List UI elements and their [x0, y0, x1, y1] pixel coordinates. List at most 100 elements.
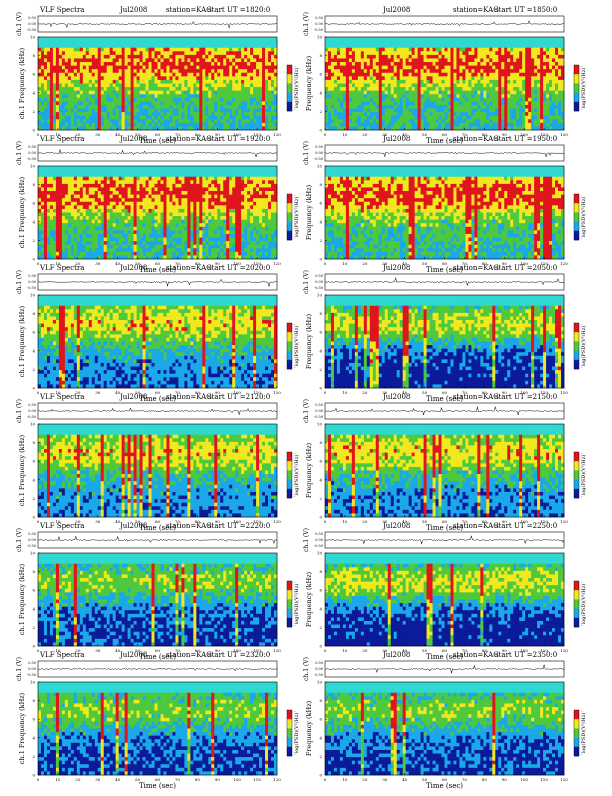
heatmap-cell	[241, 55, 244, 59]
heatmap-cell	[480, 94, 483, 98]
heatmap-cell	[92, 180, 95, 184]
heatmap-cell	[456, 87, 459, 91]
heatmap-cell	[65, 84, 68, 88]
heatmap-cell	[211, 41, 214, 45]
heatmap-cell	[166, 48, 169, 52]
heatmap-cell	[427, 66, 430, 70]
heatmap-cell	[343, 73, 346, 77]
heatmap-cell	[531, 91, 534, 95]
heatmap-cell	[38, 69, 41, 73]
heatmap-cell	[134, 112, 137, 116]
heatmap-cell	[537, 94, 540, 98]
heatmap-cell	[128, 58, 131, 62]
heatmap-cell	[160, 66, 163, 70]
heatmap-cell	[522, 69, 525, 73]
heatmap-cell	[379, 119, 382, 123]
heatmap-cell	[265, 101, 268, 105]
heatmap-cell	[131, 51, 134, 55]
heatmap-cell	[92, 87, 95, 91]
heatmap-cell	[498, 58, 501, 62]
heatmap-cell	[489, 48, 492, 52]
heatmap-cell	[247, 48, 250, 52]
heatmap-cell	[77, 84, 80, 88]
heatmap-cell	[131, 109, 134, 113]
heatmap-cell	[516, 69, 519, 73]
heatmap-cell	[80, 177, 83, 181]
heatmap-cell	[166, 73, 169, 77]
heatmap-cell	[160, 101, 163, 105]
heatmap-cell	[196, 84, 199, 88]
heatmap-cell	[498, 119, 501, 123]
heatmap-cell	[113, 119, 116, 123]
heatmap-cell	[74, 173, 77, 177]
heatmap-cell	[214, 109, 217, 113]
heatmap-cell	[337, 109, 340, 113]
heatmap-cell	[196, 73, 199, 77]
heatmap-cell	[65, 55, 68, 59]
heatmap-cell	[238, 41, 241, 45]
heatmap-cell	[226, 48, 229, 52]
heatmap-cell	[190, 87, 193, 91]
heatmap-cell	[244, 48, 247, 52]
heatmap-cell	[367, 87, 370, 91]
heatmap-cell	[59, 76, 62, 80]
heatmap-cell	[346, 58, 349, 62]
spectra-sheet: VLF SpectraJul2008station=KAGstart UT =1…	[0, 0, 612, 792]
heatmap-cell	[95, 109, 98, 113]
heatmap-cell	[391, 94, 394, 98]
heatmap-cell	[83, 98, 86, 102]
heatmap-cell	[268, 173, 271, 177]
heatmap-cell	[385, 58, 388, 62]
heatmap-cell	[445, 55, 448, 59]
heatmap-cell	[244, 105, 247, 109]
heatmap-cell	[376, 58, 379, 62]
heatmap-cell	[409, 44, 412, 48]
heatmap-cell	[155, 112, 158, 116]
heatmap-cell	[158, 180, 161, 184]
heatmap-cell	[394, 80, 397, 84]
heatmap-cell	[555, 87, 558, 91]
heatmap-cell	[229, 66, 232, 70]
heatmap-cell	[337, 101, 340, 105]
heatmap-cell	[361, 44, 364, 48]
heatmap-cell	[418, 80, 421, 84]
heatmap-cell	[540, 41, 543, 45]
heatmap-cell	[181, 94, 184, 98]
heatmap-cell	[77, 69, 80, 73]
heatmap-cell	[439, 41, 442, 45]
heatmap-cell	[166, 44, 169, 48]
heatmap-cell	[155, 94, 158, 98]
heatmap-cell	[388, 91, 391, 95]
heatmap-cell	[220, 69, 223, 73]
heatmap-cell	[101, 62, 104, 66]
heatmap-cell	[211, 62, 214, 66]
heatmap-cell	[442, 98, 445, 102]
heatmap-cell	[140, 91, 143, 95]
heatmap-cell	[364, 41, 367, 45]
heatmap-cell	[385, 84, 388, 88]
heatmap-cell	[86, 116, 89, 120]
heatmap-cell	[47, 112, 50, 116]
heatmap-cell	[193, 170, 196, 174]
heatmap-cell	[364, 105, 367, 109]
heatmap-cell	[489, 91, 492, 95]
heatmap-cell	[424, 48, 427, 52]
heatmap-cell	[95, 123, 98, 127]
heatmap-cell	[92, 98, 95, 102]
heatmap-cell	[71, 109, 74, 113]
heatmap-cell	[456, 76, 459, 80]
heatmap-cell	[540, 94, 543, 98]
heatmap-cell	[68, 177, 71, 181]
heatmap-cell	[163, 112, 166, 116]
heatmap-cell	[492, 87, 495, 91]
heatmap-cell	[403, 109, 406, 113]
heatmap-cell	[427, 44, 430, 48]
heatmap-cell	[265, 51, 268, 55]
heatmap-cell	[175, 180, 178, 184]
heatmap-cell	[352, 94, 355, 98]
heatmap-cell	[522, 101, 525, 105]
heatmap-cell	[346, 105, 349, 109]
heatmap-cell	[528, 69, 531, 73]
heatmap-cell	[220, 191, 223, 195]
heatmap-cell	[71, 195, 74, 199]
